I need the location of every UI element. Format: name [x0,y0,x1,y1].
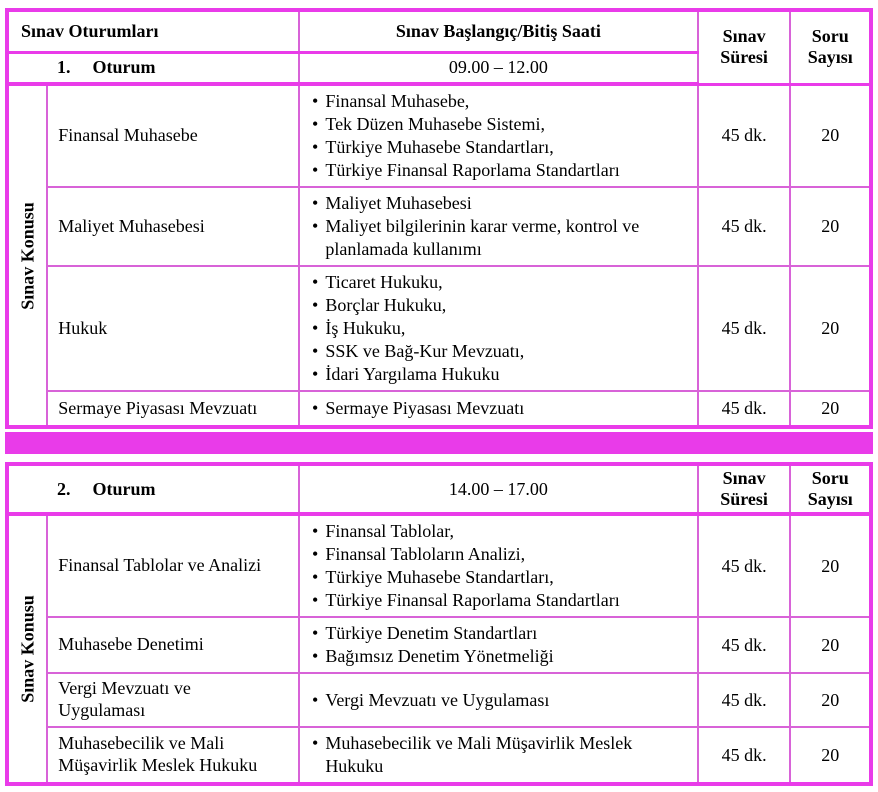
duration-cell: 45 dk. [696,616,792,675]
questions-cell: 20 [789,726,872,786]
header-soru-sayisi: Soru Sayısı [789,9,872,86]
questions-cell: 20 [789,265,872,392]
session-2-row: 2. Oturum 14.00 – 17.00 Sınav Süresi Soru… [6,462,872,517]
duration-cell: 45 dk. [696,672,792,729]
session-1-label-cell: 1. Oturum [5,51,301,86]
subject-cell: Muhasebecilik ve Mali Müşavirlik Meslek … [46,726,300,786]
session-number: 1. [57,57,71,78]
subject-cell: Hukuk [46,265,301,392]
topic-item: SSK ve Bağ-Kur Mevzuatı, [310,340,691,363]
topic-item: Türkiye Finansal Raporlama Standartları [310,589,691,612]
topic-item: Ticaret Hukuku, [310,271,691,294]
topic-item: Finansal Tabloların Analizi, [310,543,691,566]
topic-item: Türkiye Muhasebe Standartları, [310,566,691,589]
session-name: Oturum [92,57,156,78]
header-sinav-suresi: Sınav Süresi [696,9,792,86]
subject-row: Sermaye Piyasası Mevzuatı Sermaye Piyasa… [7,390,872,428]
topic-item: İş Hukuku, [310,317,691,340]
duration-cell: 45 dk. [696,186,792,267]
vertical-text: Sınav Konusu [17,201,38,310]
topic-item: Türkiye Muhasebe Standartları, [310,136,691,159]
topics-cell: Sermaye Piyasası Mevzuatı [298,390,699,428]
topic-item: Bağımsız Denetim Yönetmeliği [310,645,691,668]
subject-row: Sınav Konusu Finansal Tablolar ve Analiz… [5,513,872,786]
topic-item: Türkiye Finansal Raporlama Standartları [310,159,691,182]
questions-cell: 20 [789,390,872,428]
topics-cell: Maliyet Muhasebesi Maliyet bilgilerinin … [298,186,699,267]
subject-row: Muhasebe Denetimi Türkiye Denetim Standa… [7,616,872,675]
topic-item: Finansal Muhasebe, [310,90,691,113]
questions-cell: 20 [789,672,872,729]
subject-cell: Muhasebe Denetimi [46,616,300,675]
topic-item: Muhasebecilik ve Mali Müşavirlik Meslek … [310,732,691,778]
questions-cell: 20 [789,616,872,675]
subject-cell: Sermaye Piyasası Mevzuatı [46,390,301,428]
duration-cell: 45 dk. [696,513,792,619]
questions-cell: 20 [789,83,872,188]
topic-item: Türkiye Denetim Standartları [310,622,691,645]
header-baslangic-bitis-saati: Sınav Başlangıç/Bitiş Saati [298,9,699,54]
topics-cell: Ticaret Hukuku, Borçlar Hukuku, İş Hukuk… [298,265,699,392]
topic-item: Maliyet Muhasebesi [310,192,691,215]
session-1-table: Sınav Oturumları Sınav Başlangıç/Bitiş S… [5,8,873,429]
duration-cell: 45 dk. [696,83,792,188]
subject-row: Sınav Konusu Finansal Muhasebe Finansal … [5,83,872,428]
duration-cell: 45 dk. [696,390,792,428]
side-label-sinav-konusu: Sınav Konusu [5,513,49,786]
subject-row: Muhasebecilik ve Mali Müşavirlik Meslek … [7,726,872,786]
session-2-label-cell: 2. Oturum [6,462,300,517]
topics-cell: Finansal Muhasebe, Tek Düzen Muhasebe Si… [298,83,699,188]
subject-cell: Finansal Muhasebe [46,83,301,188]
session-2-time: 14.00 – 17.00 [298,462,699,517]
topics-cell: Türkiye Denetim Standartları Bağımsız De… [298,616,699,675]
topic-item: Borçlar Hukuku, [310,294,691,317]
topic-item: Vergi Mevzuatı ve Uygulaması [310,689,691,712]
subject-cell: Vergi Mevzuatı ve Uygulaması [46,672,300,729]
topic-item: İdari Yargılama Hukuku [310,363,691,386]
topic-item: Sermaye Piyasası Mevzuatı [310,397,691,420]
topic-item: Maliyet bilgilerinin karar verme, kontro… [310,215,691,261]
topics-cell: Finansal Tablolar, Finansal Tabloların A… [298,513,699,619]
subject-row: Hukuk Ticaret Hukuku, Borçlar Hukuku, İş… [7,265,872,392]
subject-cell: Finansal Tablolar ve Analizi [46,513,300,619]
subject-row: Maliyet Muhasebesi Maliyet Muhasebesi Ma… [7,186,872,267]
subject-cell: Maliyet Muhasebesi [46,186,301,267]
column-header-row: Sınav Oturumları Sınav Başlangıç/Bitiş S… [5,9,872,86]
questions-cell: 20 [789,513,872,619]
duration-cell: 45 dk. [696,726,792,786]
topic-item: Finansal Tablolar, [310,520,691,543]
header-sinav-oturumlari: Sınav Oturumları [5,9,301,54]
session-1-row: 1. Oturum 09.00 – 12.00 [5,51,871,86]
side-label-sinav-konusu: Sınav Konusu [5,83,49,428]
header-soru-sayisi: Soru Sayısı [789,462,872,517]
subject-row: Vergi Mevzuatı ve Uygulaması Vergi Mevzu… [7,672,872,729]
questions-cell: 20 [789,186,872,267]
table-separator-band [5,432,873,454]
topic-item: Tek Düzen Muhasebe Sistemi, [310,113,691,136]
duration-cell: 45 dk. [696,265,792,392]
session-2-table: 2. Oturum 14.00 – 17.00 Sınav Süresi Soru… [5,462,873,787]
vertical-text: Sınav Konusu [17,595,38,704]
session-number: 2. [57,478,71,499]
session-1-time: 09.00 – 12.00 [298,51,699,86]
topics-cell: Vergi Mevzuatı ve Uygulaması [298,672,699,729]
topics-cell: Muhasebecilik ve Mali Müşavirlik Meslek … [298,726,699,786]
session-name: Oturum [92,478,156,499]
header-sinav-suresi: Sınav Süresi [696,462,792,517]
